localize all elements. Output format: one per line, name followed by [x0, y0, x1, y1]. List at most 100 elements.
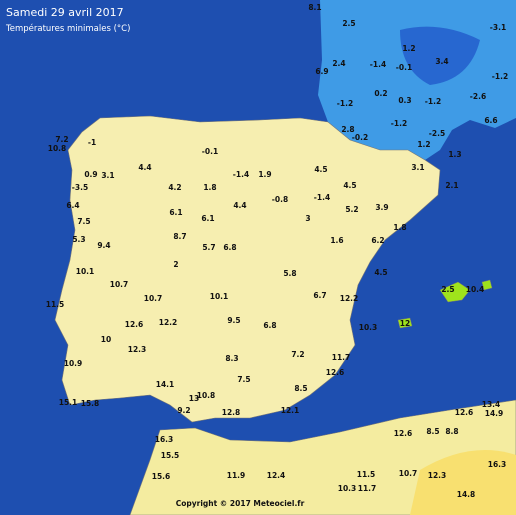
station-temperature: 2.4 [332, 59, 345, 68]
station-temperature: 15.5 [161, 451, 180, 460]
station-temperature: 6.8 [223, 243, 236, 252]
station-temperature: -1.4 [370, 60, 386, 69]
station-temperature: 6.1 [169, 208, 182, 217]
station-temperature: 12.6 [394, 429, 413, 438]
station-temperature: 10.1 [76, 267, 95, 276]
station-temperature: 1.6 [330, 236, 343, 245]
station-temperature: 3.1 [101, 171, 114, 180]
station-temperature: 1.2 [402, 44, 415, 53]
station-temperature: -0.2 [352, 133, 368, 142]
station-temperature: 15.1 [59, 398, 78, 407]
station-temperature: 10 [101, 335, 111, 344]
station-temperature: 8.3 [225, 354, 238, 363]
station-temperature: 13 [189, 394, 199, 403]
station-temperature: -1.4 [314, 193, 330, 202]
station-temperature: 11.5 [357, 470, 376, 479]
station-temperature: 15.6 [152, 472, 171, 481]
station-temperature: 11.5 [46, 300, 65, 309]
station-temperature: 4.5 [343, 181, 356, 190]
station-temperature: 4.5 [314, 165, 327, 174]
station-temperature: 2 [173, 260, 178, 269]
station-temperature: 8.8 [445, 427, 458, 436]
station-temperature: 10.3 [359, 323, 378, 332]
station-temperature: 8.5 [426, 427, 439, 436]
station-temperature: 12.6 [326, 368, 345, 377]
map-subtitle: Températures minimales (°C) [5, 23, 130, 34]
station-temperature: 11.7 [358, 484, 377, 493]
station-temperature: 2.5 [441, 285, 454, 294]
station-temperature: 11.7 [332, 353, 351, 362]
station-temperature: 8.7 [173, 232, 186, 241]
station-temperature: 8.5 [294, 384, 307, 393]
station-temperature: 0.2 [374, 89, 387, 98]
station-temperature: 6.9 [315, 67, 328, 76]
station-temperature: -1.2 [391, 119, 407, 128]
station-temperature: 12.8 [222, 408, 241, 417]
station-temperature: 14.8 [457, 490, 476, 499]
station-temperature: 15.8 [81, 399, 100, 408]
station-temperature: 2.8 [341, 125, 354, 134]
station-temperature: 6.6 [484, 116, 497, 125]
station-temperature: 4.4 [233, 201, 246, 210]
station-temperature: 6.8 [263, 321, 276, 330]
station-temperature: 3.1 [411, 163, 424, 172]
station-temperature: 9.2 [177, 406, 190, 415]
station-temperature: 10.8 [197, 391, 216, 400]
station-temperature: 12.2 [159, 318, 178, 327]
station-temperature: 6.1 [201, 214, 214, 223]
station-temperature: -1.2 [425, 97, 441, 106]
station-temperature: -0.8 [272, 195, 288, 204]
station-temperature: 1.8 [203, 183, 216, 192]
station-temperature: 7.2 [291, 350, 304, 359]
station-temperature: 2.5 [342, 19, 355, 28]
map-title: Samedi 29 avril 2017 [6, 6, 124, 19]
warm-zone [410, 450, 516, 515]
station-temperature: -2.6 [470, 92, 486, 101]
station-temperature: 4.5 [374, 268, 387, 277]
station-temperature: 4.2 [168, 183, 181, 192]
station-temperature: 5.7 [202, 243, 215, 252]
station-temperature: 10.8 [48, 144, 67, 153]
station-temperature: -1.2 [492, 72, 508, 81]
balearic-islands [397, 279, 493, 329]
station-temperature: 6.7 [313, 291, 326, 300]
station-temperature: 1.8 [393, 223, 406, 232]
station-temperature: 10.3 [338, 484, 357, 493]
station-temperature: 1.2 [417, 140, 430, 149]
station-temperature: 0.9 [84, 170, 97, 179]
station-temperature: 7.5 [237, 375, 250, 384]
station-temperature: 12.4 [267, 471, 286, 480]
station-temperature: -1.2 [337, 99, 353, 108]
station-temperature: 1.9 [258, 170, 271, 179]
station-temperature: -3.5 [72, 183, 88, 192]
station-temperature: 3 [305, 214, 310, 223]
station-temperature: 10.1 [210, 292, 229, 301]
cold-zone [400, 26, 480, 86]
station-temperature: 1.3 [448, 150, 461, 159]
station-temperature: 5.2 [345, 205, 358, 214]
copyright: Copyright © 2017 Meteociel.fr [176, 499, 305, 508]
station-temperature: 16.3 [155, 435, 174, 444]
station-temperature: 10.7 [110, 280, 129, 289]
station-temperature: 8.1 [308, 3, 321, 12]
station-temperature: 12.6 [455, 408, 474, 417]
station-temperature: 3.9 [375, 203, 388, 212]
station-temperature: 9.5 [227, 316, 240, 325]
station-temperature: 12.6 [125, 320, 144, 329]
station-temperature: 14.1 [156, 380, 175, 389]
station-temperature: 10.7 [144, 294, 163, 303]
station-temperature: 9.4 [97, 241, 110, 250]
station-temperature: 7.5 [77, 217, 90, 226]
station-temperature: 6.4 [66, 201, 79, 210]
station-temperature: -0.1 [396, 63, 412, 72]
station-temperature: 4.4 [138, 163, 151, 172]
station-temperature: 12.3 [428, 471, 447, 480]
iberia [54, 115, 441, 423]
station-temperature: -0.1 [202, 147, 218, 156]
station-temperature: 13.4 [482, 400, 501, 409]
station-temperature: -1 [88, 138, 96, 147]
station-temperature: 12 [400, 319, 410, 328]
station-temperature: 7.2 [55, 135, 68, 144]
station-temperature: 10.7 [399, 469, 418, 478]
station-temperature: 12.3 [128, 345, 147, 354]
